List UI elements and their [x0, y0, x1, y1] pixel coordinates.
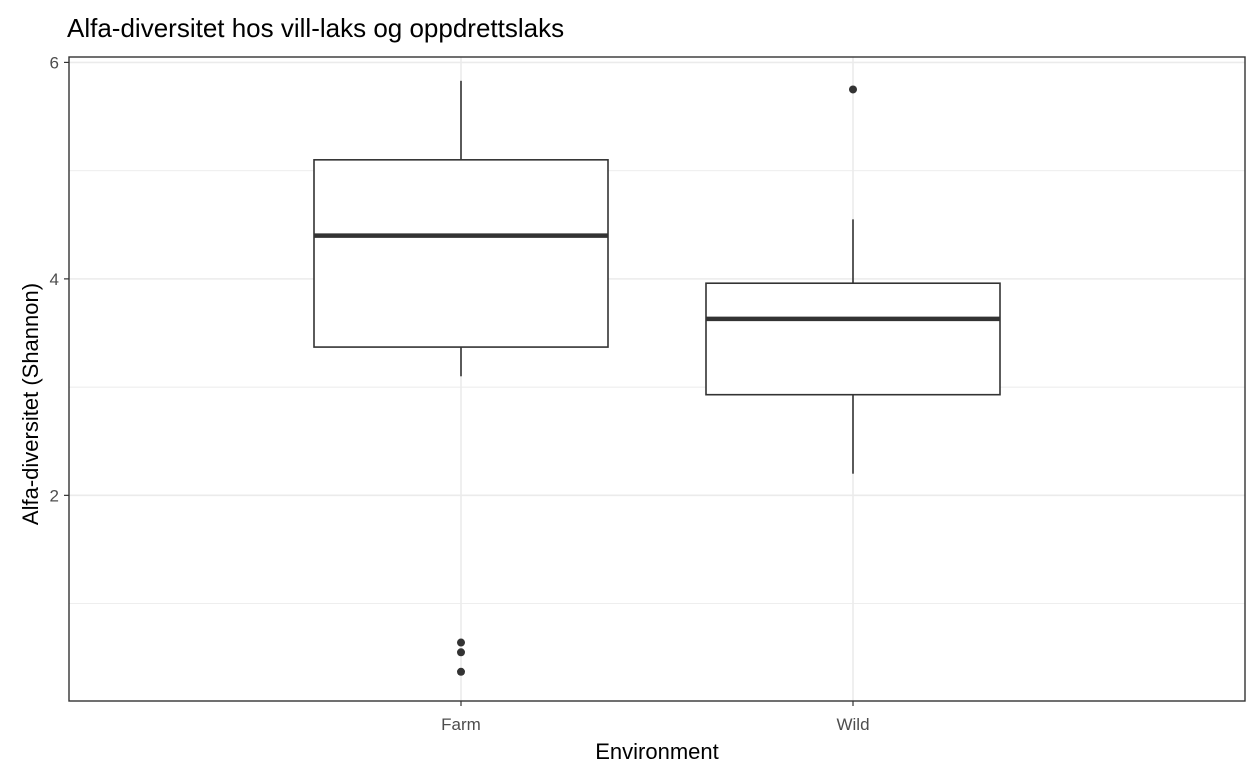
- box-farm: [313, 80, 609, 676]
- outlier-point: [457, 648, 465, 657]
- outlier-point: [457, 638, 465, 647]
- outlier-point: [457, 667, 465, 676]
- box-iqr: [313, 159, 609, 348]
- outlier-point: [849, 85, 857, 94]
- panel-border: [68, 56, 1246, 702]
- x-axis-title: Environment: [595, 739, 719, 764]
- y-tick-label: 4: [50, 270, 59, 289]
- chart-title: Alfa-diversitet hos vill-laks og oppdret…: [67, 13, 564, 43]
- box-iqr: [705, 282, 1001, 396]
- x-tick-label: Wild: [836, 715, 869, 734]
- box-wild: [705, 85, 1001, 474]
- y-tick-label: 6: [50, 53, 59, 72]
- grid-lines: [69, 57, 1245, 701]
- x-tick-label: Farm: [441, 715, 481, 734]
- axes: 2 4 6 Farm Wild: [50, 53, 870, 734]
- y-axis-title: Alfa-diversitet (Shannon): [18, 283, 43, 525]
- boxes: [313, 80, 1001, 676]
- y-tick-label: 2: [50, 486, 59, 505]
